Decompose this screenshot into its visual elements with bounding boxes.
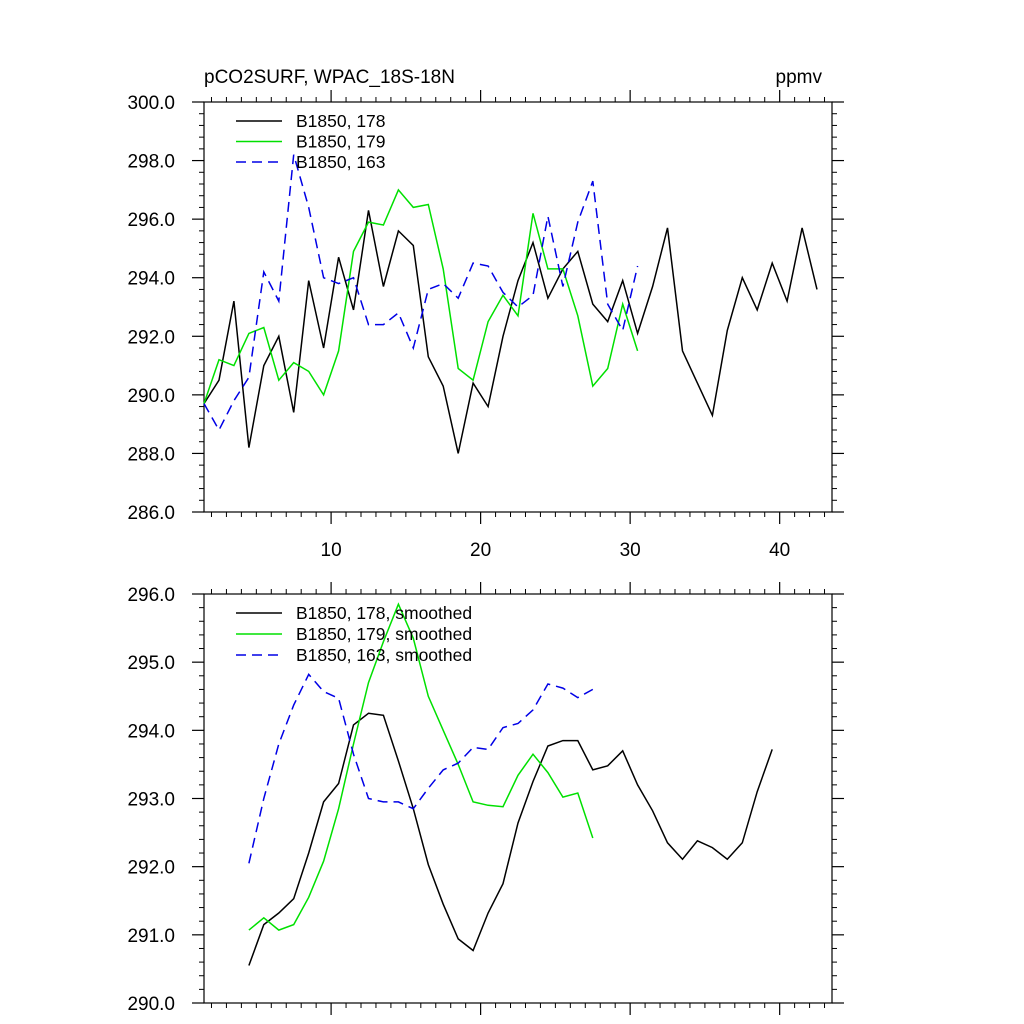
x-tick-label: 40 <box>769 540 790 561</box>
y-tick-label: 295.0 <box>127 653 175 674</box>
series-line-0 <box>203 210 818 454</box>
y-tick-label: 286.0 <box>127 503 175 524</box>
chart-title: pCO2SURF, WPAC_18S-18N <box>204 67 455 88</box>
series-line-2 <box>203 154 639 432</box>
top-panel: 10 20 30 40 286.0 288.0 290.0 292.0 294.0 296.0 29… <box>127 67 844 561</box>
y-tick-label: 288.0 <box>127 444 175 465</box>
y-tick-label: 298.0 <box>127 152 175 173</box>
y-tick-label: 296.0 <box>127 585 175 606</box>
series-line-0 <box>248 712 773 966</box>
y-tick-label: 292.0 <box>127 858 175 879</box>
y-tick-label: 292.0 <box>127 327 175 348</box>
x-tick-label: 30 <box>620 540 641 561</box>
legend-label-0: B1850, 178, smoothed <box>296 603 472 623</box>
plot-frame <box>203 101 833 513</box>
y-tick-label: 290.0 <box>127 386 175 407</box>
y-tick-label: 293.0 <box>127 790 175 811</box>
legend-label-0: B1850, 178 <box>296 111 386 131</box>
y-tick-label: 294.0 <box>127 721 175 742</box>
y-tick-label: 296.0 <box>127 210 175 231</box>
y-tick-label: 300.0 <box>127 93 175 114</box>
units-label: ppmv <box>776 67 823 88</box>
y-tick-label: 291.0 <box>127 926 175 947</box>
bottom-panel: 290.0 291.0 292.0 293.0 294.0 295.0 296.0 B1850… <box>127 582 844 1015</box>
legend-label-2: B1850, 163 <box>296 152 386 172</box>
x-tick-label: 20 <box>470 540 491 561</box>
series-line-2 <box>248 673 594 864</box>
legend-label-1: B1850, 179, smoothed <box>296 624 472 644</box>
y-tick-label: 294.0 <box>127 269 175 290</box>
y-tick-label: 290.0 <box>127 994 175 1015</box>
legend-label-2: B1850, 163, smoothed <box>296 645 472 665</box>
x-tick-label: 10 <box>321 540 342 561</box>
legend-label-1: B1850, 179 <box>296 132 386 152</box>
series-line-1 <box>248 602 594 931</box>
